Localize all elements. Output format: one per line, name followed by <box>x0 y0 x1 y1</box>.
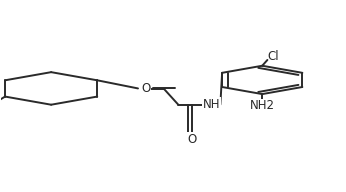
Text: O: O <box>187 133 197 146</box>
Text: Cl: Cl <box>267 50 279 63</box>
Text: O: O <box>141 82 150 95</box>
Text: NH: NH <box>203 98 220 111</box>
Text: NH2: NH2 <box>250 99 275 112</box>
